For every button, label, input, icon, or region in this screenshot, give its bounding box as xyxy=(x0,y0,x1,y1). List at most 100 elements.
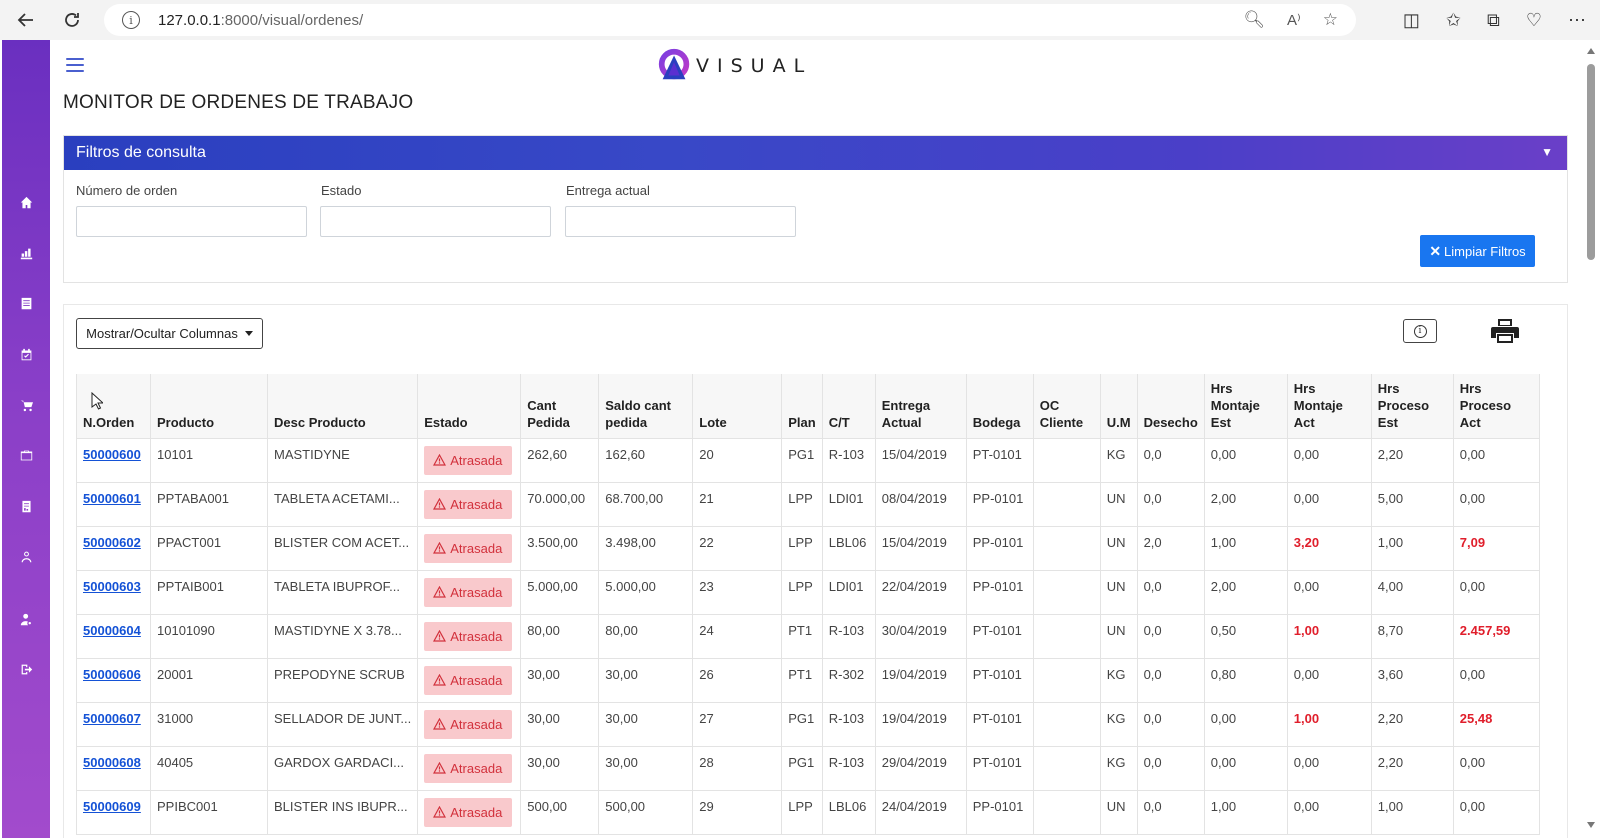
read-aloud-icon[interactable]: A⁾ xyxy=(1287,12,1301,29)
url-text[interactable]: 127.0.0.1:8000/visual/ordenes/ xyxy=(158,12,363,29)
warehouse-cell: PP-0101 xyxy=(966,790,1034,835)
process-hours-act-cell: 25,48 xyxy=(1453,702,1540,747)
browser-essentials-icon[interactable]: ♡ xyxy=(1525,9,1542,30)
logout-icon[interactable] xyxy=(18,661,34,677)
col-header[interactable]: Producto xyxy=(150,374,268,439)
scroll-thumb[interactable] xyxy=(1587,64,1595,260)
plan-cell: LPP xyxy=(781,482,823,527)
chart-icon[interactable] xyxy=(18,245,34,261)
more-menu-icon[interactable]: ⋯ xyxy=(1568,9,1586,30)
site-info-icon[interactable]: i xyxy=(122,11,140,29)
reload-button[interactable] xyxy=(52,0,92,40)
warehouse-cell: PT-0101 xyxy=(966,746,1034,791)
col-header[interactable]: Desecho xyxy=(1136,374,1205,439)
order-number-link[interactable]: 50000608 xyxy=(83,754,141,770)
order-number-input[interactable] xyxy=(76,206,307,237)
table-row[interactable]: 50000606 20001 PREPODYNE SCRUB Atrasada 30,0… xyxy=(76,658,1540,703)
calendar-check-icon[interactable] xyxy=(18,346,34,362)
warehouse-cell: PP-0101 xyxy=(966,482,1034,527)
waste-cell: 0,0 xyxy=(1137,570,1205,615)
waste-cell: 0,0 xyxy=(1137,614,1205,659)
product-desc-cell: GARDOX GARDACI... xyxy=(267,746,419,791)
favorites-icon[interactable]: ✩ xyxy=(1445,9,1461,30)
order-number-link[interactable]: 50000604 xyxy=(83,622,141,638)
order-number-link[interactable]: 50000606 xyxy=(83,666,141,682)
filters-header[interactable]: Filtros de consulta ▼ xyxy=(64,136,1567,170)
col-header[interactable]: Entrega Actual xyxy=(874,374,967,439)
qty-balance-cell: 30,00 xyxy=(598,658,694,703)
col-header[interactable]: Cant Pedida xyxy=(520,374,600,439)
col-header[interactable]: Hrs Proceso Est xyxy=(1370,374,1454,439)
address-bar[interactable]: i 127.0.0.1:8000/visual/ordenes/ 🔍︎ A⁾ ☆ xyxy=(104,4,1356,36)
waste-cell: 0,0 xyxy=(1137,790,1205,835)
status-badge: Atrasada xyxy=(424,753,513,783)
collections-icon[interactable]: ⧉ xyxy=(1487,9,1500,30)
table-row[interactable]: 50000607 31000 SELLADOR DE JUNT... Atrasada… xyxy=(76,702,1540,747)
status-badge: Atrasada xyxy=(417,746,522,791)
page-scrollbar[interactable] xyxy=(1586,46,1596,834)
list-icon[interactable] xyxy=(18,295,34,311)
order-number-link[interactable]: 50000607 xyxy=(83,710,141,726)
split-screen-icon[interactable]: ◫ xyxy=(1402,9,1420,30)
delivery-input[interactable] xyxy=(565,206,796,237)
qty-balance-cell: 80,00 xyxy=(598,614,694,659)
col-header[interactable]: OC Cliente xyxy=(1032,374,1101,439)
user-icon[interactable] xyxy=(18,548,34,564)
table-row[interactable]: 50000600 10101 MASTIDYNE Atrasada 262,60 162,… xyxy=(76,438,1540,483)
col-header[interactable]: Desc Producto xyxy=(266,374,419,439)
order-number-cell: 50000601 xyxy=(76,482,151,527)
product-cell: 10101090 xyxy=(150,614,268,659)
logo-text: VISUAL xyxy=(696,55,813,77)
ct-cell: LBL06 xyxy=(822,526,876,571)
favorite-star-icon[interactable]: ☆ xyxy=(1322,10,1338,29)
cart-icon[interactable] xyxy=(18,397,34,413)
client-po-cell xyxy=(1033,526,1101,571)
info-button[interactable]: i xyxy=(1403,319,1437,343)
print-icon[interactable] xyxy=(1491,318,1519,344)
home-icon[interactable] xyxy=(18,194,34,210)
report-icon[interactable] xyxy=(18,498,34,514)
table-row[interactable]: 50000604 10101090 MASTIDYNE X 3.78... Atras… xyxy=(76,614,1540,659)
col-header[interactable]: Hrs Montaje Est xyxy=(1203,374,1288,439)
col-header[interactable]: Bodega xyxy=(965,374,1034,439)
order-number-link[interactable]: 50000603 xyxy=(83,578,141,594)
main-content: VISUAL MONITOR DE ORDENES DE TRABAJO Fil… xyxy=(50,40,1586,838)
col-header[interactable]: U.M xyxy=(1099,374,1138,439)
warning-icon xyxy=(433,674,447,686)
table-row[interactable]: 50000603 PPTAIB001 TABLETA IBUPROF... Atras… xyxy=(76,570,1540,615)
table-row[interactable]: 50000601 PPTABA001 TABLETA ACETAMI... Atras… xyxy=(76,482,1540,527)
briefcase-icon[interactable] xyxy=(18,447,34,463)
col-header[interactable]: C/T xyxy=(821,374,876,439)
scroll-down-icon[interactable] xyxy=(1587,822,1595,828)
zoom-icon[interactable]: 🔍︎ xyxy=(1243,10,1266,29)
table-header-row: N.Orden Producto Desc Producto Estado Ca… xyxy=(76,374,1540,439)
collapse-chevron-icon[interactable]: ▼ xyxy=(1541,145,1553,159)
order-number-link[interactable]: 50000601 xyxy=(83,490,141,506)
table-row[interactable]: 50000608 40405 GARDOX GARDACI... Atrasada 30… xyxy=(76,746,1540,791)
status-badge: Atrasada xyxy=(424,665,513,695)
col-header[interactable]: Hrs Proceso Act xyxy=(1452,374,1540,439)
col-header[interactable]: Lote xyxy=(692,374,783,439)
clear-filters-button[interactable]: ✕ Limpiar Filtros xyxy=(1420,235,1535,267)
table-row[interactable]: 50000602 PPACT001 BLISTER COM ACET... Atras… xyxy=(76,526,1540,571)
scroll-up-icon[interactable] xyxy=(1587,48,1595,54)
ct-cell: R-103 xyxy=(822,746,876,791)
order-number-link[interactable]: 50000600 xyxy=(83,446,141,462)
menu-toggle-icon[interactable] xyxy=(66,58,84,72)
process-hours-act-cell: 0,00 xyxy=(1453,570,1540,615)
col-header[interactable]: Saldo cant pedida xyxy=(598,374,694,439)
user-settings-icon[interactable] xyxy=(18,611,34,627)
col-header[interactable]: Estado xyxy=(417,374,522,439)
col-header[interactable]: Hrs Montaje Act xyxy=(1286,374,1372,439)
back-button[interactable] xyxy=(6,0,46,40)
order-number-link[interactable]: 50000602 xyxy=(83,534,141,550)
order-number-link[interactable]: 50000609 xyxy=(83,798,141,814)
col-header[interactable]: Plan xyxy=(781,374,823,439)
product-cell: 31000 xyxy=(150,702,268,747)
status-input[interactable] xyxy=(320,206,551,237)
col-header[interactable]: N.Orden xyxy=(76,374,151,439)
product-cell: 40405 xyxy=(150,746,268,791)
toggle-columns-button[interactable]: Mostrar/Ocultar Columnas xyxy=(76,318,263,349)
sidebar xyxy=(2,40,50,838)
table-row[interactable]: 50000609 PPIBC001 BLISTER INS IBUPR... Atra… xyxy=(76,790,1540,835)
